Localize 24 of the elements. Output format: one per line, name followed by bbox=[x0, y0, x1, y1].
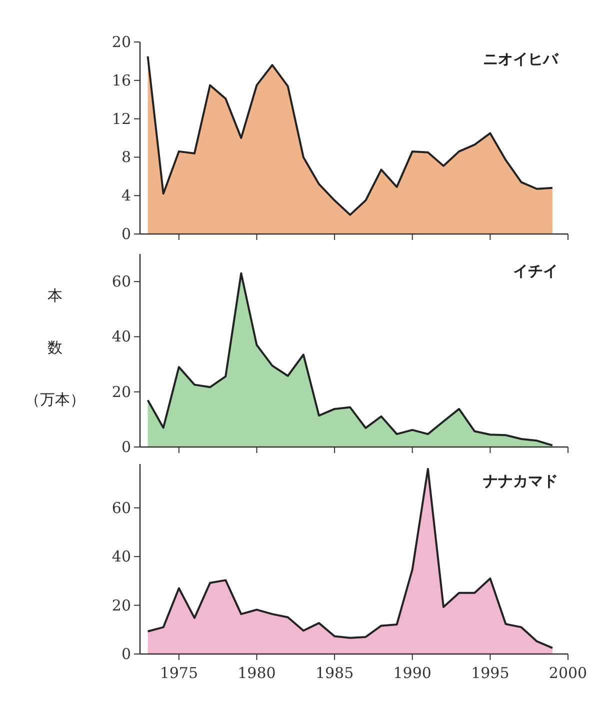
y-tick-label: 60 bbox=[112, 498, 131, 517]
y-tick-label: 20 bbox=[112, 33, 131, 51]
x-tick-label: 1980 bbox=[238, 664, 276, 682]
x-tick-label: 1990 bbox=[393, 664, 432, 682]
text: ニオイヒバ bbox=[483, 50, 559, 68]
y-tick-label: 40 bbox=[112, 328, 131, 346]
y-tick-label: 20 bbox=[112, 382, 131, 401]
text: 本数（万本） bbox=[25, 286, 85, 408]
y-tick-label: 0 bbox=[121, 438, 131, 456]
y-tick-label: 4 bbox=[121, 186, 131, 205]
x-tick-label: 1975 bbox=[160, 664, 198, 682]
y-tick-label: 20 bbox=[112, 596, 131, 614]
y-tick-label: 0 bbox=[121, 645, 131, 663]
x-tick-label: 2000 bbox=[548, 664, 588, 682]
y-tick-label: 12 bbox=[112, 110, 131, 128]
text: ナナカマド bbox=[483, 472, 558, 490]
y-tick-label: 8 bbox=[121, 148, 131, 166]
y-tick-label: 40 bbox=[112, 548, 131, 566]
x-tick-label: 1995 bbox=[471, 664, 510, 682]
text: イチイ bbox=[513, 262, 558, 280]
y-tick-label: 60 bbox=[112, 272, 131, 291]
x-tick-label: 1985 bbox=[315, 664, 354, 682]
y-tick-label: 0 bbox=[121, 225, 131, 243]
y-tick-label: 16 bbox=[112, 71, 131, 90]
